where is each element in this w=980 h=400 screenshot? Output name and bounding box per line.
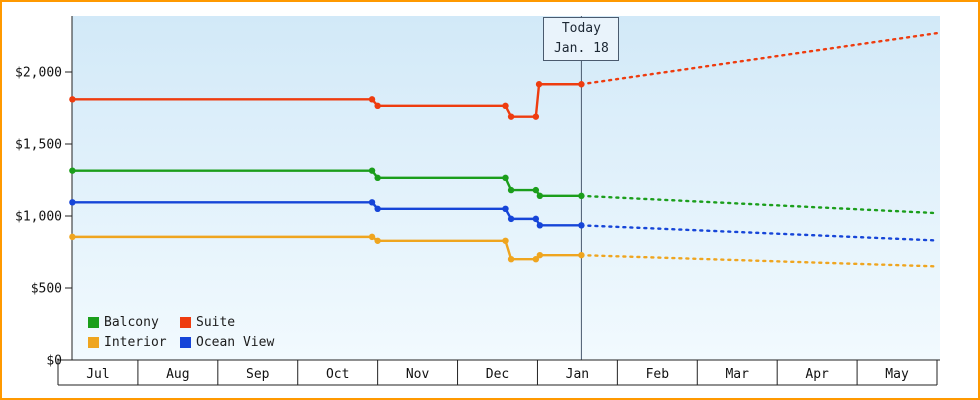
y-axis-tick-label: $500 bbox=[31, 282, 62, 297]
legend-swatch-balcony bbox=[88, 316, 99, 328]
series-interior-marker[interactable] bbox=[536, 251, 544, 259]
month-label-mar: Mar bbox=[725, 367, 749, 382]
series-suite-marker[interactable] bbox=[368, 96, 376, 103]
series-suite-marker[interactable] bbox=[535, 81, 543, 88]
today-label-line2: Jan. 18 bbox=[553, 41, 609, 56]
series-suite-marker[interactable] bbox=[69, 96, 76, 103]
legend-item-suite[interactable]: Suite bbox=[180, 312, 274, 332]
month-label-feb: Feb bbox=[646, 367, 670, 382]
series-ocean-view-marker[interactable] bbox=[374, 205, 381, 212]
legend-item-interior[interactable]: Interior bbox=[88, 332, 180, 352]
series-ocean-view-marker[interactable] bbox=[502, 205, 509, 212]
month-label-nov: Nov bbox=[406, 367, 430, 382]
series-suite-marker[interactable] bbox=[578, 81, 585, 88]
legend-item-balcony[interactable]: Balcony bbox=[88, 312, 180, 332]
series-balcony-marker[interactable] bbox=[578, 192, 585, 200]
series-suite-marker[interactable] bbox=[507, 113, 515, 120]
series-ocean-view-forecast-line bbox=[580, 224, 939, 242]
series-balcony-marker[interactable] bbox=[69, 167, 76, 174]
series-interior-marker[interactable] bbox=[374, 237, 381, 244]
legend-item-ocean-view[interactable]: Ocean View bbox=[180, 332, 274, 352]
series-balcony-marker[interactable] bbox=[536, 192, 544, 200]
month-label-aug: Aug bbox=[166, 367, 189, 382]
series-ocean-view-marker[interactable] bbox=[536, 222, 544, 229]
series-interior-marker[interactable] bbox=[578, 251, 585, 259]
series-ocean-view-marker[interactable] bbox=[578, 222, 585, 229]
legend-label: Balcony bbox=[104, 314, 159, 330]
series-ocean-view-marker[interactable] bbox=[368, 199, 376, 206]
today-label-box: Today Jan. 18 bbox=[543, 17, 620, 61]
month-label-sep: Sep bbox=[246, 367, 270, 382]
plot-area bbox=[72, 16, 940, 360]
series-balcony-marker[interactable] bbox=[368, 167, 376, 174]
month-label-dec: Dec bbox=[486, 367, 509, 382]
series-suite-marker[interactable] bbox=[532, 113, 540, 120]
y-axis-tick-label: $1,000 bbox=[15, 210, 62, 225]
series-balcony-marker[interactable] bbox=[532, 186, 540, 194]
series-balcony-forecast-line bbox=[580, 194, 939, 215]
legend-swatch-suite bbox=[180, 316, 191, 328]
series-interior-forecast-line bbox=[580, 253, 939, 268]
series-suite-marker[interactable] bbox=[374, 102, 381, 110]
legend-label: Ocean View bbox=[196, 334, 275, 350]
series-ocean-view-marker[interactable] bbox=[69, 199, 76, 206]
series-balcony-marker[interactable] bbox=[374, 174, 381, 182]
legend-swatch-interior bbox=[88, 336, 99, 348]
legend: Balcony Suite Interior Ocean View bbox=[88, 312, 274, 352]
series-interior-marker[interactable] bbox=[502, 237, 509, 244]
y-axis-tick-label: $1,500 bbox=[15, 138, 62, 153]
legend-label: Interior bbox=[104, 334, 167, 350]
series-suite-marker[interactable] bbox=[502, 102, 509, 110]
month-label-oct: Oct bbox=[326, 367, 349, 382]
month-label-jul: Jul bbox=[86, 367, 109, 382]
legend-swatch-ocean-view bbox=[180, 336, 191, 348]
month-label-may: May bbox=[885, 367, 909, 382]
series-ocean-view-marker[interactable] bbox=[532, 215, 540, 223]
series-interior-marker[interactable] bbox=[368, 233, 376, 241]
series-interior-marker[interactable] bbox=[532, 256, 540, 263]
series-balcony-marker[interactable] bbox=[502, 174, 509, 182]
month-label-jan: Jan bbox=[566, 367, 589, 382]
legend-label: Suite bbox=[196, 314, 236, 330]
month-label-apr: Apr bbox=[805, 367, 829, 382]
y-axis-tick-label: $0 bbox=[46, 354, 62, 369]
series-ocean-view-marker[interactable] bbox=[507, 215, 515, 223]
series-interior-marker[interactable] bbox=[507, 256, 515, 263]
today-label-line1: Today bbox=[561, 21, 601, 36]
series-interior-marker[interactable] bbox=[69, 233, 76, 241]
y-axis-tick-label: $2,000 bbox=[15, 66, 62, 81]
series-balcony-marker[interactable] bbox=[507, 186, 515, 194]
